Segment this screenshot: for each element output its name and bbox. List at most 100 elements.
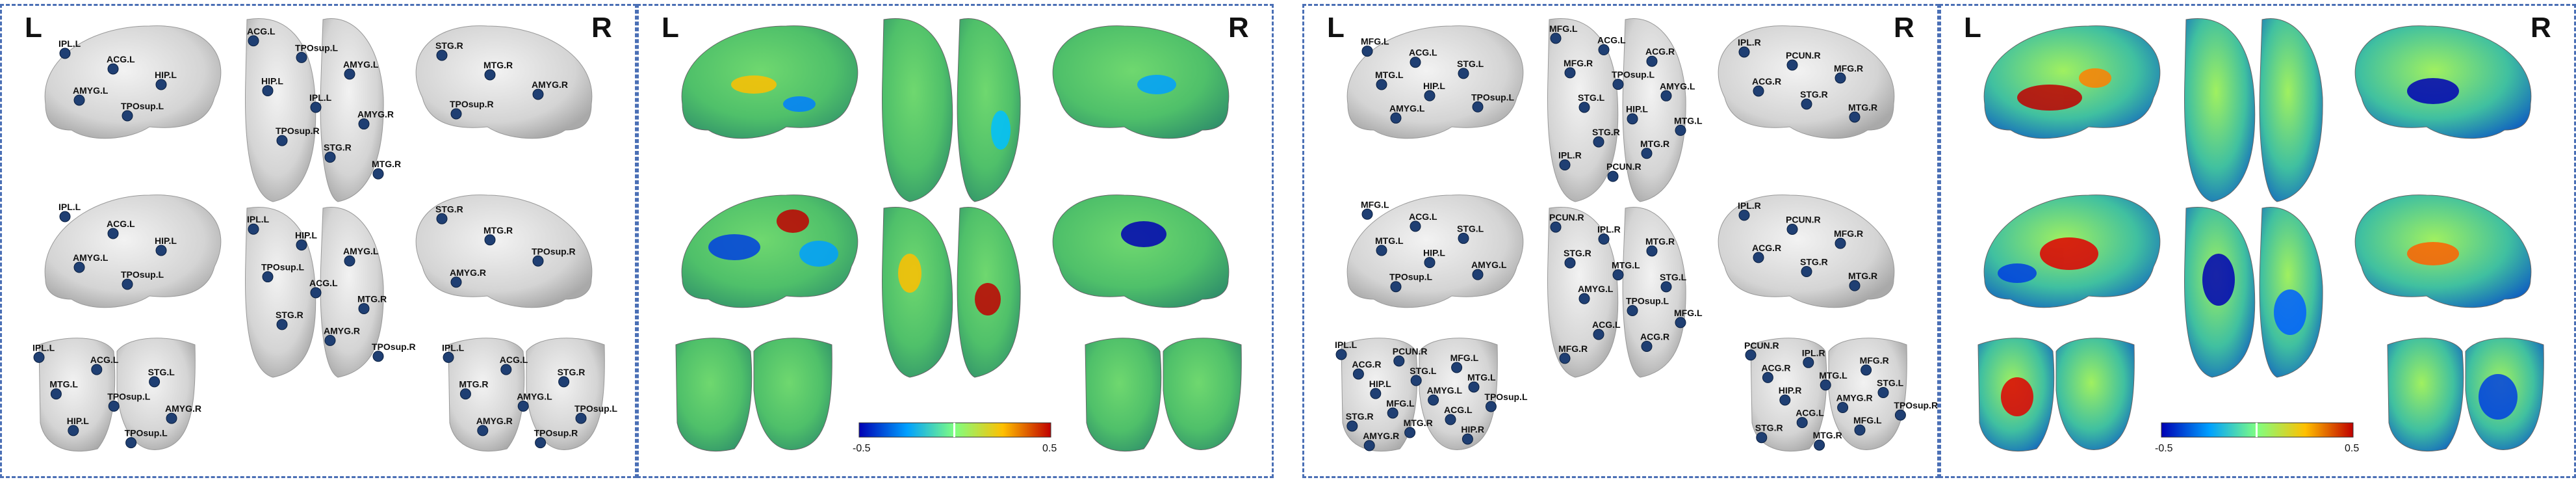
region-label: MTG.R [1640, 139, 1669, 149]
region-label: PCUN.R [1549, 212, 1584, 222]
region-node [107, 228, 119, 239]
region-label: ACG.L [247, 26, 276, 36]
region-label: STG.R [435, 40, 463, 51]
region-label: AMYG.L [343, 59, 379, 70]
region-node [535, 437, 547, 449]
region-label: TPOsup.L [295, 42, 339, 53]
region-label: MTG.R [1848, 102, 1877, 113]
region-node [1346, 420, 1358, 432]
region-node [1361, 46, 1373, 57]
region-label: STG.L [148, 367, 175, 377]
region-label: TPOsup.R [534, 428, 578, 438]
panel-3-nodes: MFG.L ACG.L STG.L MTG.L HIP.L TPOsup.L AMYG.L M… [1335, 23, 1938, 451]
region-node [1779, 394, 1791, 406]
region-label: ACG.L [1597, 35, 1626, 46]
region-node [1352, 368, 1364, 380]
panel-1-frame [0, 4, 637, 478]
region-node [1559, 353, 1571, 364]
region-node [1820, 379, 1831, 391]
region-label: STG.R [1755, 423, 1783, 433]
region-label: PCUN.R [1786, 215, 1821, 225]
region-node [1578, 101, 1590, 113]
region-label: ACG.R [1761, 362, 1790, 373]
brain-front-2 [1163, 338, 1242, 450]
region-node [262, 271, 274, 283]
region-label: HIP.R [1779, 385, 1802, 395]
region-node [1404, 427, 1416, 438]
region-label: TPOsup.L [1626, 296, 1669, 306]
region-node [1361, 208, 1373, 220]
region-node [1756, 432, 1768, 444]
region-node [358, 302, 370, 314]
region-label: TPOsup.L [1471, 92, 1515, 102]
region-node [1612, 79, 1624, 90]
brain-right-lateral [1718, 25, 1895, 139]
region-node [575, 412, 587, 424]
region-label: MFG.R [1564, 58, 1593, 68]
region-label: STG.L [1877, 377, 1904, 388]
region-node [1468, 381, 1480, 393]
region-node [1387, 407, 1398, 419]
region-label: HIP.L [261, 75, 283, 86]
brain-left-lateral [1983, 25, 2161, 139]
region-label: AMYG.L [1660, 81, 1695, 91]
brain-back-2 [2055, 338, 2135, 450]
region-label: HIP.L [1626, 104, 1648, 114]
region-node [1424, 90, 1436, 101]
region-label: MTG.R [357, 293, 387, 304]
region-label: STG.L [1410, 366, 1437, 376]
region-node [125, 437, 137, 449]
region-node [1472, 101, 1484, 113]
brain-front [2387, 338, 2464, 452]
region-node [1607, 170, 1619, 182]
region-label: ACG.L [90, 355, 119, 365]
region-node [108, 400, 120, 412]
region-label: ACG.R [1752, 76, 1781, 87]
region-label: TPOsup.L [107, 391, 151, 401]
region-node [1877, 386, 1889, 398]
region-node [1803, 356, 1814, 368]
region-label: ACG.L [1592, 319, 1621, 330]
region-node [1550, 33, 1562, 44]
region-node [484, 234, 496, 246]
region-node [1675, 124, 1686, 136]
region-label: MTG.R [372, 159, 401, 169]
region-node [344, 68, 355, 80]
region-label: STG.R [558, 367, 586, 377]
brain-back-2 [753, 338, 832, 450]
region-label: MFG.R [1860, 355, 1889, 366]
region-node [276, 319, 288, 330]
region-node [1786, 224, 1798, 235]
region-label: TPOsup.L [1389, 272, 1433, 282]
region-label: TPOsup.R [1894, 400, 1938, 410]
region-label: MTG.R [1404, 418, 1433, 428]
region-label: MTG.L [1467, 372, 1496, 382]
region-node [1814, 439, 1825, 451]
label-right-hemisphere: R [1228, 12, 1249, 44]
region-label: MTG.L [1819, 370, 1848, 381]
region-label: MTG.R [483, 225, 513, 235]
region-node [450, 276, 462, 288]
region-node [1646, 55, 1658, 67]
region-label: MTG.R [1848, 271, 1877, 281]
region-label: IPL.L [58, 202, 81, 212]
region-label: AMYG.R [324, 325, 360, 336]
region-label: TPOsup.L [121, 101, 164, 111]
region-node [155, 79, 167, 90]
region-label: ACG.L [1796, 408, 1824, 418]
region-label: MFG.L [1361, 36, 1389, 47]
region-node [436, 49, 448, 61]
region-label: AMYG.R [450, 267, 486, 278]
region-label: AMYG.R [1363, 431, 1399, 441]
region-node [1472, 269, 1484, 280]
brain-left-medial [681, 194, 858, 308]
brain-bottom-right [320, 207, 384, 378]
region-label: STG.R [276, 310, 303, 320]
region-label: STG.R [1592, 127, 1620, 137]
region-node [1410, 221, 1421, 232]
region-label: ACG.R [1352, 359, 1381, 369]
region-label: ACG.L [107, 219, 135, 229]
region-node [1451, 362, 1463, 373]
region-node [1410, 57, 1421, 68]
region-node [1598, 44, 1610, 56]
